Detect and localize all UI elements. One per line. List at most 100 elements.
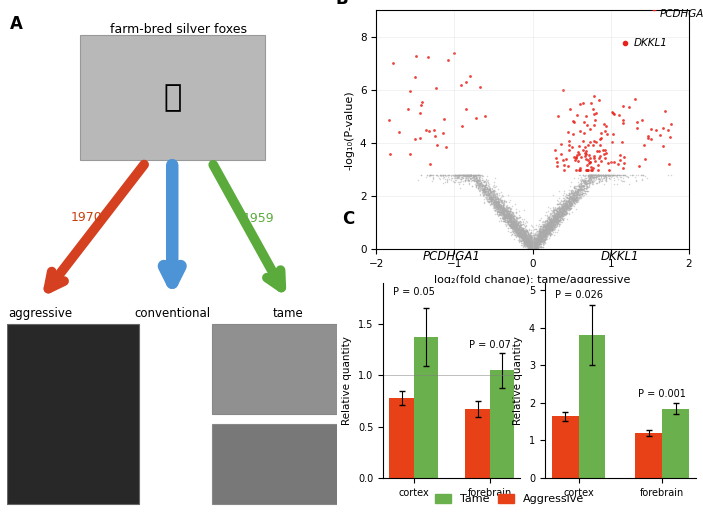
Point (558, 204, 569, 212)
Point (589, 173, 600, 181)
Point (569, 184, 580, 192)
Point (535, 233, 546, 242)
Point (503, 203, 514, 211)
Point (541, 228, 553, 236)
Point (537, 231, 548, 240)
Point (549, 209, 560, 217)
Point (510, 226, 522, 234)
Point (476, 182, 487, 190)
Point (546, 224, 557, 232)
Point (567, 186, 578, 194)
Point (542, 221, 553, 229)
Point (489, 200, 500, 209)
Point (486, 194, 498, 202)
Point (559, 187, 570, 195)
Point (575, 175, 586, 183)
Point (579, 179, 590, 187)
Point (546, 224, 557, 232)
Point (538, 220, 550, 228)
Point (540, 226, 551, 234)
Point (528, 245, 539, 253)
Point (585, 173, 596, 181)
Point (484, 182, 495, 190)
Point (570, 191, 581, 199)
Point (557, 211, 568, 219)
Point (518, 226, 529, 234)
Point (512, 225, 523, 233)
Point (494, 197, 505, 206)
Point (512, 217, 523, 225)
Point (457, 171, 468, 179)
Point (512, 230, 524, 238)
Point (502, 191, 513, 199)
Point (548, 209, 560, 217)
Point (524, 242, 536, 250)
Point (595, 172, 607, 180)
Point (510, 224, 521, 232)
Point (529, 241, 540, 249)
Point (524, 242, 535, 250)
Point (489, 206, 500, 214)
Point (492, 198, 503, 206)
Point (505, 213, 516, 222)
Point (520, 242, 531, 250)
Text: C: C (342, 210, 354, 228)
Point (486, 187, 498, 195)
Point (523, 239, 534, 247)
Point (532, 234, 543, 242)
Point (513, 231, 524, 240)
Point (493, 206, 504, 214)
Point (455, 171, 466, 179)
Point (441, 171, 453, 179)
Point (553, 203, 564, 211)
Point (510, 221, 521, 229)
Point (536, 229, 548, 237)
Point (504, 213, 515, 222)
Point (543, 224, 554, 232)
Point (529, 235, 541, 243)
Point (466, 181, 477, 190)
Point (486, 195, 498, 204)
Point (519, 229, 530, 237)
Point (519, 234, 530, 242)
Point (484, 193, 496, 201)
Point (545, 222, 556, 230)
Point (576, 176, 588, 184)
Point (555, 212, 567, 220)
Point (450, 171, 461, 179)
Point (550, 221, 561, 229)
Point (617, 116, 628, 124)
Point (555, 204, 566, 212)
Point (502, 209, 513, 217)
Point (623, 103, 634, 112)
Point (491, 205, 502, 213)
Point (517, 231, 529, 239)
Point (545, 223, 556, 231)
Point (581, 180, 592, 188)
Point (572, 188, 583, 196)
Point (574, 186, 585, 194)
Point (565, 105, 576, 113)
Point (491, 201, 503, 209)
Point (516, 215, 527, 224)
Point (503, 219, 514, 228)
Point (581, 178, 592, 186)
Point (493, 202, 504, 210)
Point (485, 196, 496, 204)
Point (511, 224, 522, 232)
Point (501, 209, 512, 217)
Point (531, 239, 543, 247)
Point (528, 243, 539, 251)
Point (509, 226, 520, 234)
Point (517, 226, 528, 234)
Point (527, 243, 538, 251)
Point (534, 230, 545, 238)
Point (549, 215, 560, 224)
Point (514, 222, 525, 230)
Point (515, 229, 527, 237)
Point (545, 222, 556, 230)
Point (526, 238, 537, 246)
Point (503, 217, 514, 225)
Point (489, 199, 501, 207)
Point (528, 239, 539, 247)
